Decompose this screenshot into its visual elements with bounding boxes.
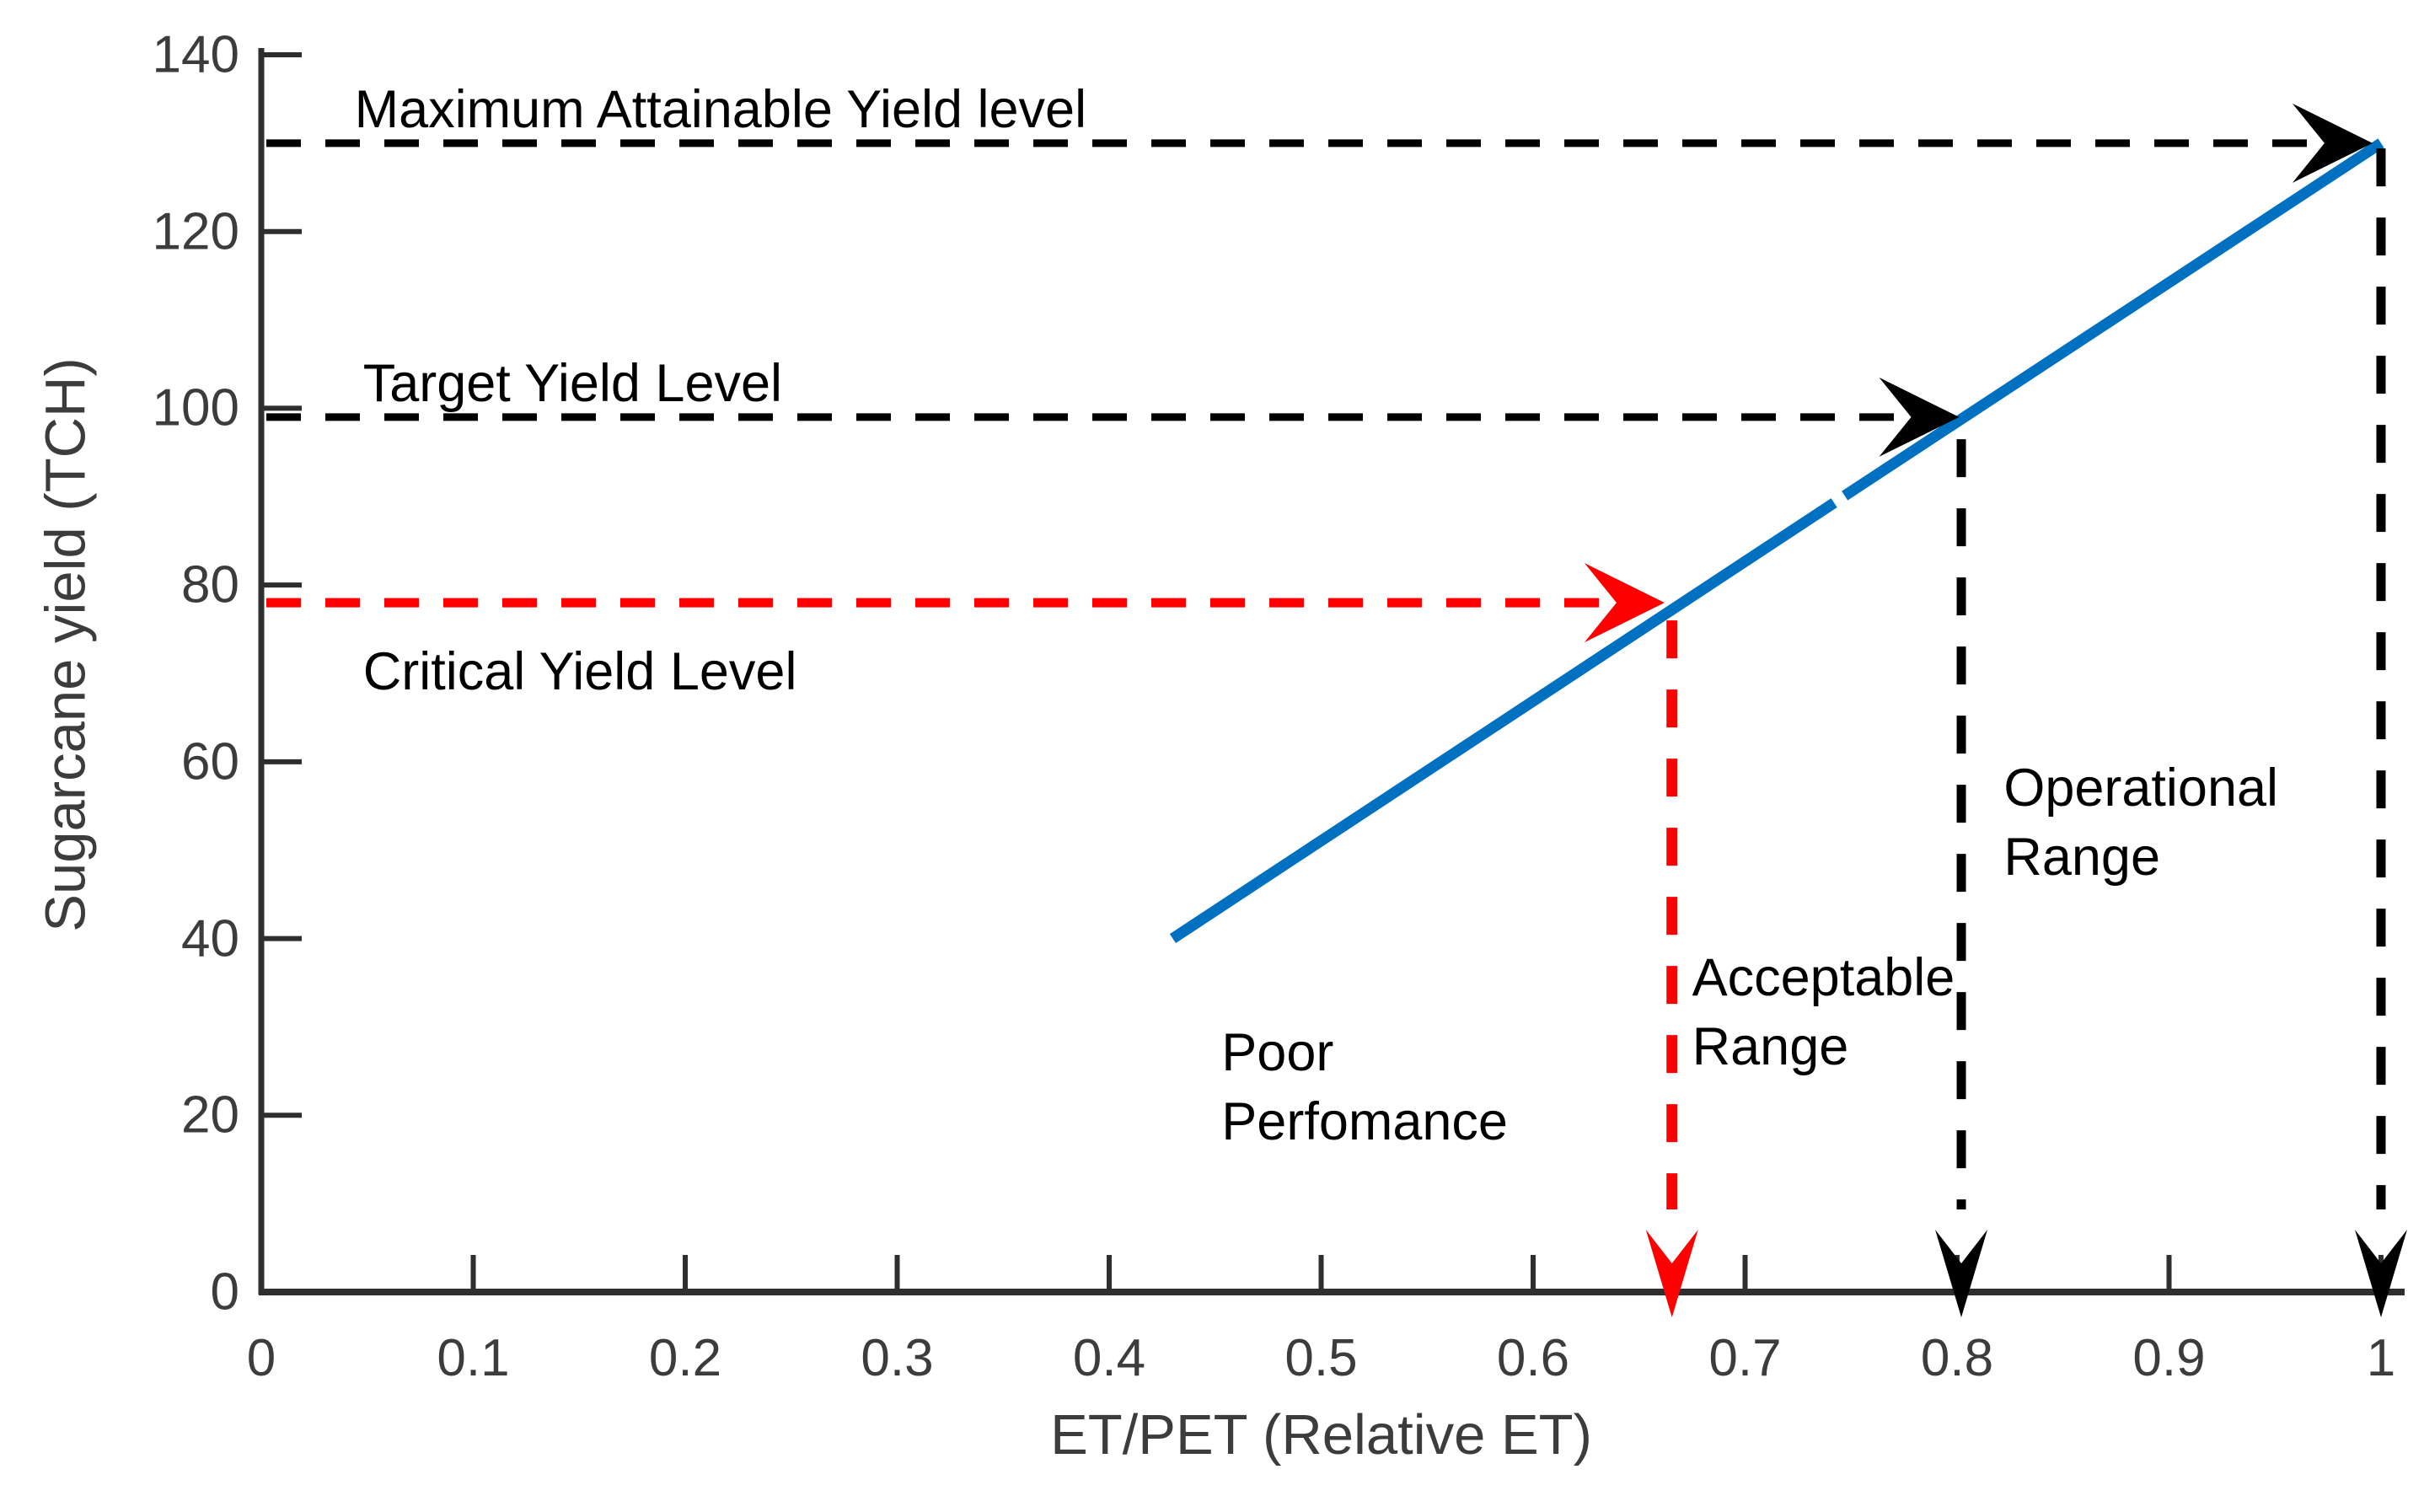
- region-label-line: Acceptable: [1692, 947, 1955, 1007]
- maximum-attainable-yield-label: Maximum Attainable Yield level: [354, 79, 1087, 139]
- region-label-line: Poor: [1221, 1022, 1334, 1082]
- y-tick-label: 140: [152, 25, 239, 84]
- y-tick-label: 40: [181, 909, 239, 968]
- x-tick-label: 0.8: [1920, 1329, 1994, 1387]
- x-tick-label: 0.4: [1072, 1329, 1146, 1387]
- y-tick-label: 80: [181, 555, 239, 614]
- x-tick-label: 0.7: [1708, 1329, 1782, 1387]
- region-label-line: Operational: [2003, 759, 2279, 818]
- operational-range-label: Operational Range: [2003, 753, 2278, 892]
- x-tick-label: 0.3: [861, 1329, 934, 1387]
- region-label-line: Range: [2003, 828, 2160, 887]
- acceptable-range-label: Acceptable Range: [1692, 943, 1955, 1081]
- y-axis-label: Sugarcane yield (TCH): [34, 357, 98, 932]
- y-tick-label: 120: [152, 202, 239, 261]
- x-tick-label: 0.1: [437, 1329, 510, 1387]
- maximum-drop-arrow: [2355, 1230, 2407, 1317]
- y-tick-label: 20: [181, 1086, 239, 1145]
- x-tick-label: 0.2: [648, 1329, 722, 1387]
- x-tick-label: 0.9: [2132, 1329, 2206, 1387]
- poor-performance-label: Poor Perfomance: [1221, 1018, 1508, 1156]
- region-label-line: Range: [1692, 1016, 1849, 1076]
- target-yield-label: Target Yield Level: [362, 353, 783, 413]
- critical-drop-arrow: [1645, 1230, 1698, 1317]
- y-tick-label: 0: [210, 1263, 239, 1322]
- x-tick-label: 0.5: [1284, 1329, 1358, 1387]
- x-tick-label: 0.6: [1496, 1329, 1570, 1387]
- x-axis-label: ET/PET (Relative ET): [1050, 1403, 1592, 1466]
- y-tick-label: 60: [181, 732, 239, 791]
- yield-response-line-segment: [1842, 138, 2384, 501]
- critical-yield-label: Critical Yield Level: [362, 642, 797, 702]
- target-yield-arrow: [1879, 377, 1960, 457]
- yield-response-line-segment: [1169, 498, 1837, 943]
- x-tick-label: 1: [2366, 1329, 2396, 1387]
- maximum-yield-arrow: [2292, 103, 2373, 183]
- critical-yield-arrow: [1584, 563, 1665, 643]
- region-label-line: Perfomance: [1221, 1091, 1508, 1151]
- x-tick-label: 0: [246, 1329, 276, 1387]
- target-drop-arrow: [1935, 1230, 1988, 1317]
- y-tick-label: 100: [152, 378, 239, 437]
